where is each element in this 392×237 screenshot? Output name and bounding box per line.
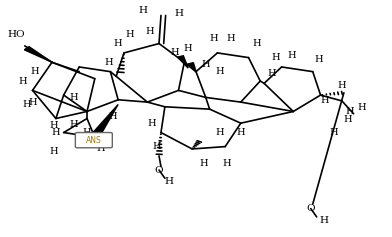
Text: H: H xyxy=(215,128,224,137)
Text: H: H xyxy=(320,216,329,225)
Text: H: H xyxy=(96,144,105,153)
Text: H: H xyxy=(345,107,354,116)
Text: H: H xyxy=(153,142,162,151)
Text: H: H xyxy=(357,104,366,113)
Polygon shape xyxy=(24,47,52,62)
Text: H: H xyxy=(50,121,58,130)
Text: H: H xyxy=(200,159,208,168)
Polygon shape xyxy=(93,105,118,135)
Text: H: H xyxy=(184,44,192,53)
Text: H: H xyxy=(209,34,218,43)
Text: H: H xyxy=(223,159,231,168)
Text: H: H xyxy=(174,9,183,18)
Polygon shape xyxy=(187,63,196,72)
Text: H: H xyxy=(215,67,224,76)
Text: H: H xyxy=(320,96,329,105)
Text: O: O xyxy=(307,204,315,213)
Text: H: H xyxy=(69,120,78,129)
Text: H: H xyxy=(236,128,245,137)
Text: O: O xyxy=(155,165,163,174)
Text: H: H xyxy=(268,69,276,78)
Text: H: H xyxy=(272,53,280,62)
Text: H: H xyxy=(287,51,296,60)
Text: H: H xyxy=(170,48,179,57)
Text: H: H xyxy=(147,119,156,128)
Text: H: H xyxy=(227,34,235,43)
FancyBboxPatch shape xyxy=(75,132,113,148)
Text: H: H xyxy=(69,93,78,102)
Text: H: H xyxy=(83,128,91,137)
Text: H: H xyxy=(125,30,134,39)
Text: H: H xyxy=(52,128,60,137)
Text: H: H xyxy=(114,39,122,48)
Text: H: H xyxy=(343,115,352,124)
Polygon shape xyxy=(178,56,188,68)
Text: H: H xyxy=(50,147,58,156)
Text: H: H xyxy=(22,100,31,109)
Text: HO: HO xyxy=(7,30,25,39)
Text: H: H xyxy=(338,81,346,90)
Text: H: H xyxy=(104,58,113,67)
Text: H: H xyxy=(145,27,154,36)
Text: H: H xyxy=(18,77,27,86)
Text: H: H xyxy=(139,6,148,15)
Text: ANS: ANS xyxy=(86,136,102,145)
Text: H: H xyxy=(28,98,37,107)
Text: H: H xyxy=(30,67,39,76)
Text: H: H xyxy=(314,55,323,64)
Text: H: H xyxy=(330,128,338,137)
Text: H: H xyxy=(252,39,261,48)
Text: H: H xyxy=(201,60,210,69)
Text: H: H xyxy=(164,177,173,186)
Text: H: H xyxy=(108,112,117,121)
